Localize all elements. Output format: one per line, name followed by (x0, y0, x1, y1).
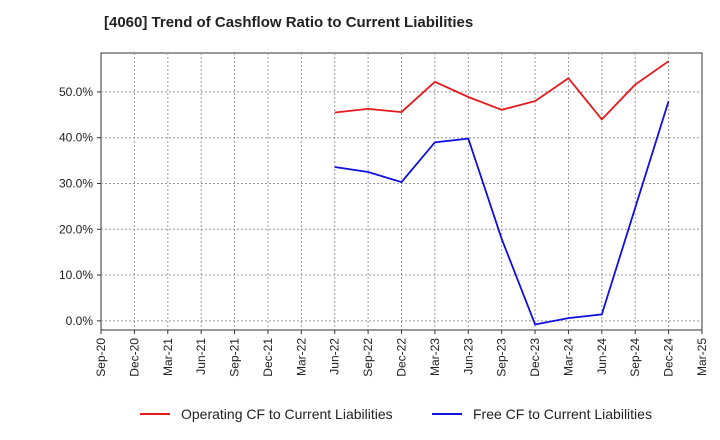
x-tick-label: Jun-22 (328, 338, 342, 375)
x-tick-label: Dec-20 (127, 338, 141, 377)
x-tick-label: Jun-21 (194, 338, 208, 375)
series-lines (334, 60, 670, 326)
x-axis-ticks: Sep-20 Dec-20 Mar-21 Jun-21 Sep-21 Dec-21 Mar-… (94, 330, 709, 377)
x-tick-label: Mar-21 (161, 338, 175, 376)
y-tick-label: 50.0% (59, 85, 93, 99)
y-tick-label: 40.0% (59, 131, 93, 145)
x-tick-label: Dec-24 (662, 338, 676, 377)
grid-lines (101, 53, 702, 330)
legend-label-1: Free CF to Current Liabilities (473, 406, 652, 422)
plot-area (100, 52, 703, 331)
x-tick-label: Sep-21 (228, 338, 242, 377)
x-tick-label: Jun-23 (461, 338, 475, 375)
chart-title: [4060] Trend of Cashflow Ratio to Curren… (104, 14, 474, 31)
x-tick-label: Jun-24 (595, 338, 609, 375)
y-tick-label: 20.0% (59, 222, 93, 236)
series-line-1 (334, 100, 670, 326)
x-tick-label: Mar-23 (428, 338, 442, 376)
x-tick-label: Mar-22 (294, 338, 308, 376)
x-tick-label: Sep-23 (495, 338, 509, 377)
x-tick-label: Dec-21 (261, 338, 275, 377)
y-tick-label: 10.0% (59, 268, 93, 282)
y-tick-label: 30.0% (59, 176, 93, 190)
x-tick-label: Dec-22 (395, 338, 409, 377)
x-tick-label: Sep-20 (94, 338, 108, 377)
y-axis-ticks: 0.0% 10.0% 20.0% 30.0% 40.0% 50.0% (59, 85, 101, 328)
legend-label-0: Operating CF to Current Liabilities (181, 406, 393, 422)
y-tick-label: 0.0% (66, 314, 94, 328)
x-tick-label: Dec-23 (528, 338, 542, 377)
x-tick-label: Sep-24 (628, 338, 642, 377)
legend: Operating CF to Current Liabilities Free … (140, 406, 652, 422)
x-tick-label: Sep-22 (361, 338, 375, 377)
x-tick-label: Mar-24 (561, 338, 575, 376)
series-line-0 (334, 60, 670, 121)
x-tick-label: Mar-25 (695, 338, 709, 376)
